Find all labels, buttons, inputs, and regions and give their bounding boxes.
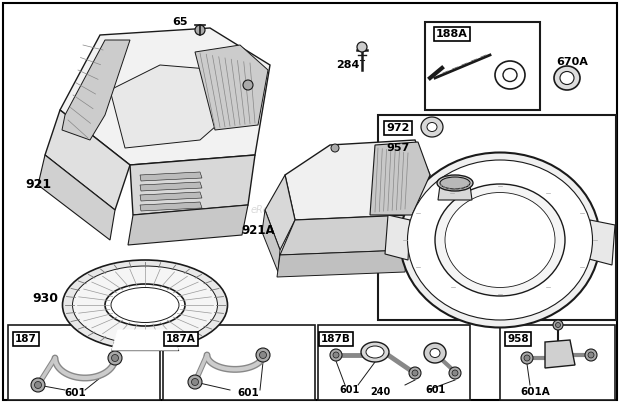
Polygon shape xyxy=(140,172,202,181)
Polygon shape xyxy=(438,185,472,200)
Polygon shape xyxy=(45,110,130,210)
Ellipse shape xyxy=(111,287,179,322)
Ellipse shape xyxy=(73,266,218,344)
Circle shape xyxy=(409,367,421,379)
Circle shape xyxy=(31,378,45,392)
Polygon shape xyxy=(195,45,268,130)
Polygon shape xyxy=(285,140,430,220)
Ellipse shape xyxy=(361,342,389,362)
Ellipse shape xyxy=(407,160,593,320)
Text: 930: 930 xyxy=(32,291,58,305)
Circle shape xyxy=(553,320,563,330)
Circle shape xyxy=(330,349,342,361)
Text: 65: 65 xyxy=(172,17,188,27)
Circle shape xyxy=(412,370,418,376)
Text: 957: 957 xyxy=(386,143,410,153)
Polygon shape xyxy=(130,155,255,215)
Circle shape xyxy=(585,349,597,361)
Text: 601: 601 xyxy=(340,385,360,395)
Bar xyxy=(378,115,616,320)
Polygon shape xyxy=(140,182,202,191)
Circle shape xyxy=(108,351,122,365)
Ellipse shape xyxy=(430,349,440,357)
Ellipse shape xyxy=(424,343,446,363)
Text: 972: 972 xyxy=(386,123,410,133)
Polygon shape xyxy=(262,210,280,272)
Text: 284: 284 xyxy=(336,60,360,70)
Ellipse shape xyxy=(440,177,470,189)
Ellipse shape xyxy=(400,152,600,328)
Ellipse shape xyxy=(560,71,574,85)
Circle shape xyxy=(357,42,367,52)
Polygon shape xyxy=(38,155,115,240)
Text: 187A: 187A xyxy=(166,334,196,344)
Text: 187B: 187B xyxy=(321,334,351,344)
Ellipse shape xyxy=(105,284,185,326)
Circle shape xyxy=(243,80,253,90)
Text: 958: 958 xyxy=(507,334,529,344)
Polygon shape xyxy=(277,250,408,277)
Bar xyxy=(500,325,615,400)
Polygon shape xyxy=(545,340,575,368)
Circle shape xyxy=(192,378,198,386)
Bar xyxy=(318,325,470,400)
Circle shape xyxy=(333,352,339,358)
Ellipse shape xyxy=(435,184,565,296)
Circle shape xyxy=(449,367,461,379)
Ellipse shape xyxy=(445,193,555,287)
Text: 601: 601 xyxy=(237,388,259,398)
Bar xyxy=(425,22,540,110)
Ellipse shape xyxy=(437,175,473,191)
Circle shape xyxy=(35,382,42,388)
Polygon shape xyxy=(385,215,410,260)
Ellipse shape xyxy=(63,260,228,350)
Circle shape xyxy=(524,355,530,361)
Text: 921A: 921A xyxy=(241,224,275,237)
Text: 601: 601 xyxy=(64,388,86,398)
Polygon shape xyxy=(128,205,248,245)
Ellipse shape xyxy=(554,66,580,90)
Polygon shape xyxy=(140,202,202,211)
Circle shape xyxy=(260,351,267,359)
Circle shape xyxy=(452,370,458,376)
Text: 921: 921 xyxy=(25,179,51,191)
Text: 670A: 670A xyxy=(556,57,588,67)
Text: 188A: 188A xyxy=(436,29,468,39)
Ellipse shape xyxy=(366,346,384,358)
Polygon shape xyxy=(370,142,430,215)
Circle shape xyxy=(521,352,533,364)
Circle shape xyxy=(195,25,205,35)
Circle shape xyxy=(112,355,118,361)
Polygon shape xyxy=(62,40,130,140)
Bar xyxy=(163,325,315,400)
Text: eReplacementParts.com: eReplacementParts.com xyxy=(250,205,370,215)
Polygon shape xyxy=(110,65,240,148)
Polygon shape xyxy=(140,192,202,201)
Ellipse shape xyxy=(427,123,437,131)
Ellipse shape xyxy=(503,69,517,81)
Text: 601A: 601A xyxy=(520,387,550,397)
Circle shape xyxy=(256,348,270,362)
Text: 601: 601 xyxy=(425,385,445,395)
Ellipse shape xyxy=(495,61,525,89)
Text: 187: 187 xyxy=(15,334,37,344)
Circle shape xyxy=(588,352,594,358)
Circle shape xyxy=(331,144,339,152)
Circle shape xyxy=(188,375,202,389)
Polygon shape xyxy=(280,215,410,255)
Text: 240: 240 xyxy=(370,387,390,397)
Circle shape xyxy=(556,322,560,328)
Bar xyxy=(8,325,160,400)
Polygon shape xyxy=(60,28,270,165)
Polygon shape xyxy=(265,175,295,250)
Ellipse shape xyxy=(421,117,443,137)
Polygon shape xyxy=(585,220,615,265)
Polygon shape xyxy=(112,330,178,350)
